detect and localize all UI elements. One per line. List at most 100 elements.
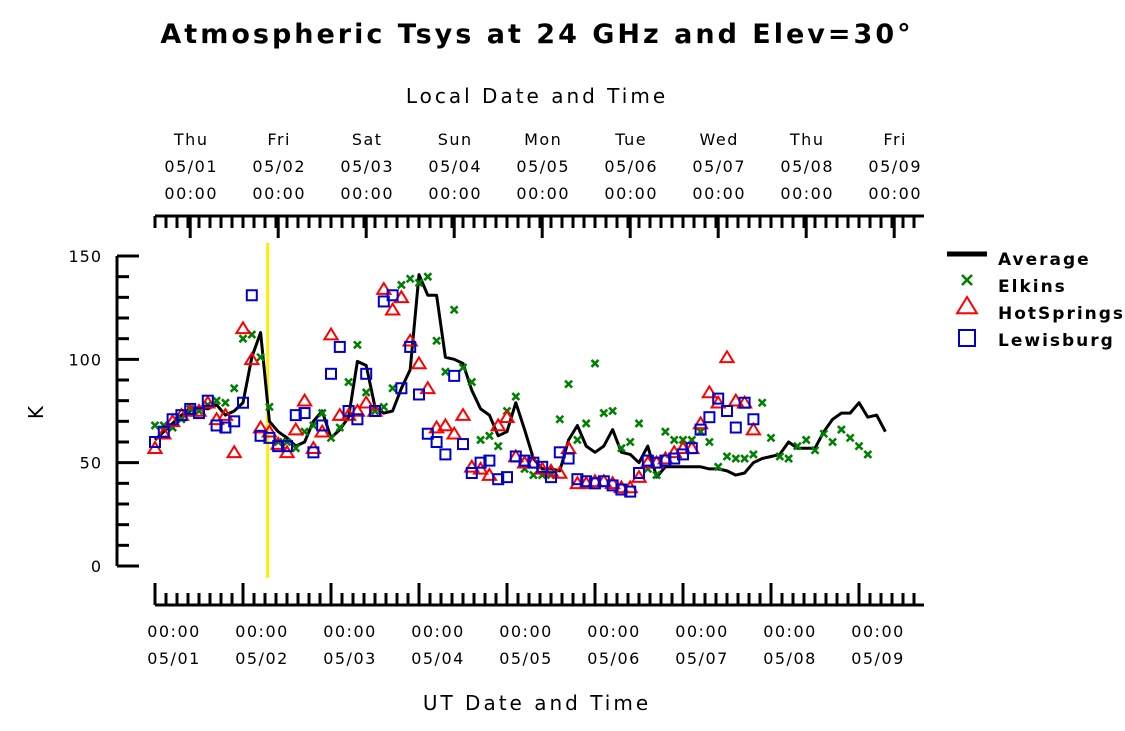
lewisburg-point xyxy=(571,473,584,486)
elkins-point xyxy=(458,363,468,373)
top-tick-time: 00:00 xyxy=(692,184,746,203)
elkins-point xyxy=(405,274,415,284)
series-elkins xyxy=(150,272,873,480)
lewisburg-point xyxy=(633,467,645,479)
elkins-point xyxy=(423,272,433,282)
lewisburg-point xyxy=(685,442,698,455)
bottom-tick-time: 00:00 xyxy=(499,622,553,641)
elkins-point xyxy=(863,449,873,459)
lewisburg-point xyxy=(228,415,241,428)
elkins-point xyxy=(722,452,732,461)
chart-title: Atmospheric Tsys at 24 GHz and Elev=30° xyxy=(160,19,913,50)
elkins-point xyxy=(713,462,723,472)
bottom-tick-date: 05/02 xyxy=(235,649,289,668)
hotsprings-point xyxy=(437,417,454,432)
lewisburg-point xyxy=(281,440,293,453)
lewisburg-point xyxy=(650,456,663,469)
lewisburg-point xyxy=(175,409,188,422)
hotsprings-point xyxy=(217,407,234,421)
top-tick-weekday: Tue xyxy=(614,130,647,149)
lewisburg-point xyxy=(369,405,381,417)
lewisburg-point xyxy=(641,454,654,467)
elkins-point xyxy=(854,441,864,451)
hotsprings-point xyxy=(225,444,243,459)
hotsprings-point xyxy=(296,392,313,407)
lewisburg-point xyxy=(421,427,434,440)
elkins-point xyxy=(344,377,354,387)
bottom-axis: 00:00 05/01 00:00 05/02 00:00 05/03 00:00 05/04… xyxy=(147,583,903,668)
lewisburg-point xyxy=(694,423,707,436)
top-tick-weekday: Thu xyxy=(789,130,825,149)
elkins-point xyxy=(256,352,266,362)
lewisburg-point xyxy=(747,413,760,426)
top-tick-date: 05/08 xyxy=(780,157,834,176)
lewisburg-point xyxy=(483,454,496,467)
lewisburg-point xyxy=(404,340,417,353)
top-axis-title: Local Date and Time xyxy=(406,84,668,108)
elkins-point xyxy=(731,454,741,463)
elkins-point xyxy=(634,418,644,428)
elkins-point xyxy=(159,421,169,430)
hotsprings-point xyxy=(234,320,252,335)
y-tick-label: 50 xyxy=(80,454,102,473)
lewisburg-point xyxy=(615,483,628,496)
hotsprings-point xyxy=(745,421,762,436)
elkins-point xyxy=(493,441,503,451)
top-tick-time: 00:00 xyxy=(164,184,218,203)
lewisburg-point xyxy=(351,413,364,426)
lewisburg-point xyxy=(210,419,223,432)
elkins-point xyxy=(599,408,609,418)
elkins-point xyxy=(379,402,389,412)
elkins-point xyxy=(511,392,521,401)
axes xyxy=(115,214,924,607)
top-tick-date: 05/07 xyxy=(692,157,746,176)
bottom-tick-time: 00:00 xyxy=(147,622,201,641)
legend-swatch-hotsprings xyxy=(955,295,979,315)
elkins-point xyxy=(564,379,574,389)
lewisburg-point xyxy=(536,460,549,473)
lewisburg-point xyxy=(721,405,733,417)
top-tick-weekday: Fri xyxy=(267,130,291,149)
lewisburg-point xyxy=(245,289,258,302)
lewisburg-point xyxy=(413,388,425,401)
lewisburg-point xyxy=(316,419,329,432)
lewisburg-point xyxy=(580,475,593,488)
lewisburg-point xyxy=(474,456,487,469)
lewisburg-point xyxy=(553,446,566,459)
top-tick-weekday: Thu xyxy=(173,130,209,149)
hotsprings-point xyxy=(243,351,261,366)
bottom-tick-time: 00:00 xyxy=(763,622,817,641)
elkins-point xyxy=(775,452,785,461)
elkins-point xyxy=(335,423,345,432)
bottom-tick-date: 05/08 xyxy=(763,649,817,668)
elkins-point xyxy=(396,280,406,290)
lewisburg-point xyxy=(386,289,399,302)
average-line xyxy=(153,273,887,479)
top-tick-date: 05/02 xyxy=(252,157,306,176)
top-tick-weekday: Fri xyxy=(883,130,907,149)
elkins-point xyxy=(828,437,838,447)
y-tick-label: 150 xyxy=(68,247,102,266)
hotsprings-point xyxy=(384,301,401,316)
legend: Average Elkins HotSprings Lewisburg xyxy=(947,250,1125,351)
lewisburg-point xyxy=(395,382,408,395)
top-tick-date: 05/05 xyxy=(516,157,570,176)
lewisburg-point xyxy=(677,448,689,461)
x-axis-title: UT Date and Time xyxy=(423,691,651,715)
elkins-point xyxy=(748,449,758,459)
elkins-point xyxy=(308,421,318,430)
top-tick-weekday: Sun xyxy=(438,130,473,149)
elkins-point xyxy=(581,418,591,428)
lewisburg-point xyxy=(219,421,232,434)
elkins-point xyxy=(792,441,802,451)
y-tick-label: 100 xyxy=(68,350,102,369)
lewisburg-point xyxy=(439,448,452,461)
series-average xyxy=(153,273,887,479)
legend-label-hotsprings: HotSprings xyxy=(998,304,1125,324)
legend-swatch-lewisburg xyxy=(958,329,976,347)
lewisburg-point xyxy=(342,405,355,417)
elkins-point xyxy=(229,383,239,393)
elkins-point xyxy=(652,470,662,480)
elkins-icon xyxy=(961,274,973,286)
elkins-point xyxy=(238,334,248,344)
